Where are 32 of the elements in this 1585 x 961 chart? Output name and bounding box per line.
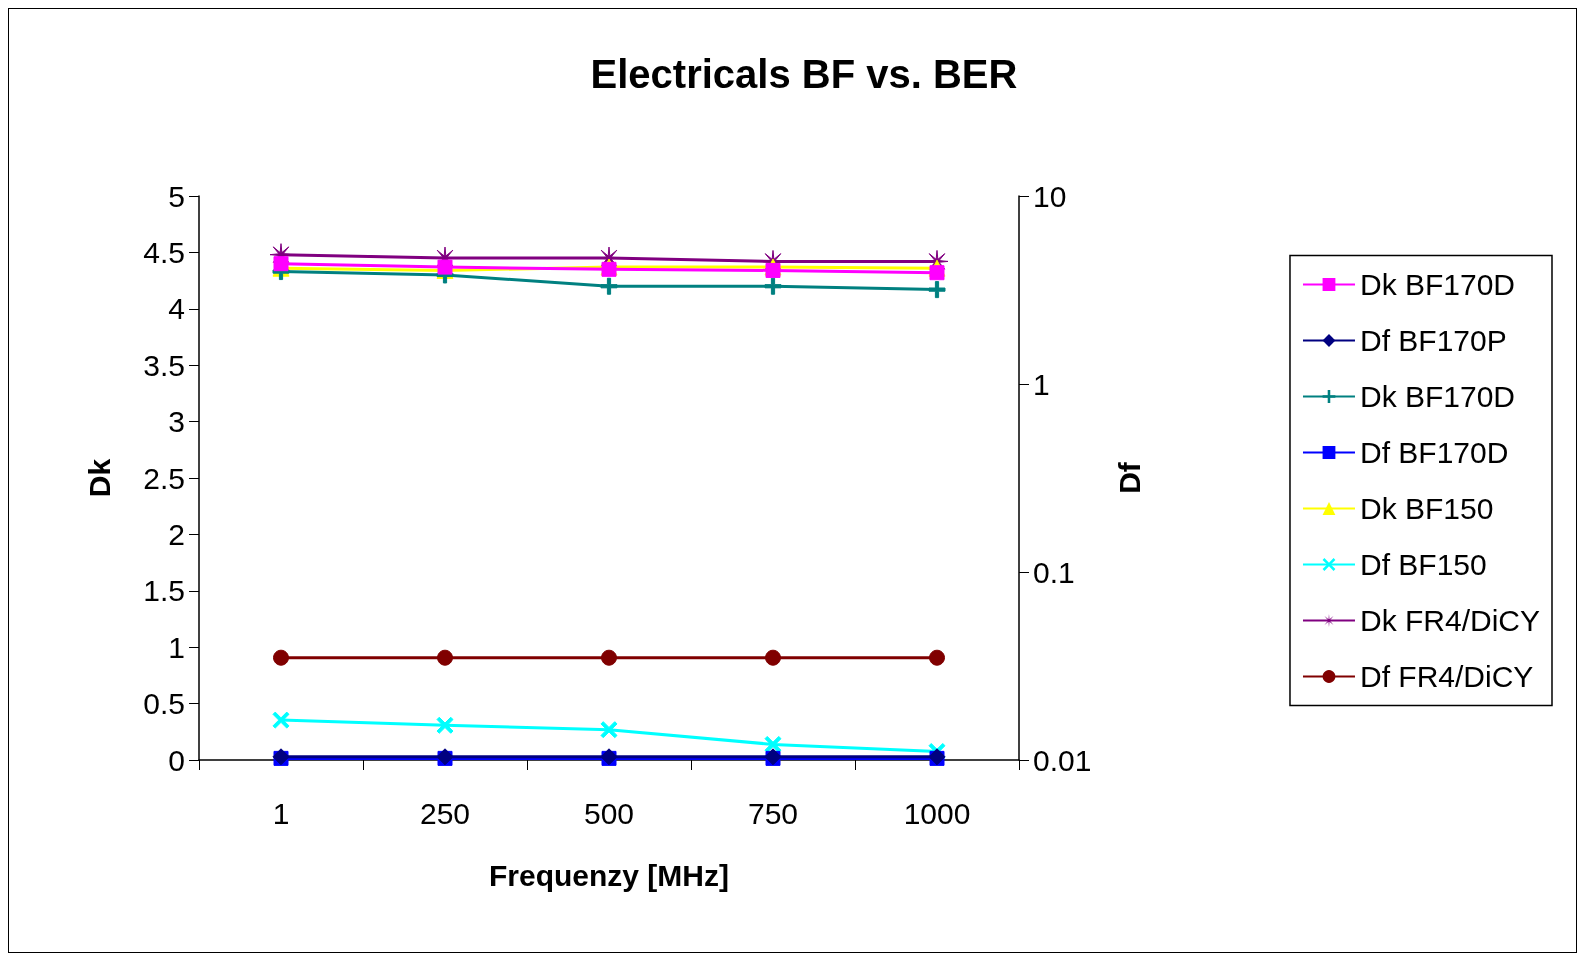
legend-label: Dk FR4/DiCY xyxy=(1359,604,1540,637)
y-axis-title: Dk xyxy=(82,458,116,498)
y-tick-label: 4 xyxy=(168,292,185,326)
legend-label: Dk BF170D xyxy=(1359,268,1516,301)
y2-tick-label: 10 xyxy=(1033,179,1067,213)
y2-tick-label: 0.1 xyxy=(1033,555,1075,589)
legend-label: Df BF170P xyxy=(1359,324,1507,357)
x-tick-label: 1000 xyxy=(903,796,971,830)
y-tick-label: 3 xyxy=(168,405,185,439)
y-tick-label: 3.5 xyxy=(143,348,185,382)
x-tick-label: 250 xyxy=(419,796,471,830)
y-tick-label: 1.5 xyxy=(143,574,185,608)
y2-axis-title: Df xyxy=(1112,461,1146,494)
x-tick-label: 1 xyxy=(272,796,290,830)
legend-label: Dk BF150 xyxy=(1359,492,1494,525)
y-tick-label: 1 xyxy=(168,630,185,664)
legend-label: Df BF150 xyxy=(1359,548,1487,581)
y2-tick-label: 0.01 xyxy=(1033,743,1092,777)
y-tick-label: 0.5 xyxy=(143,687,185,721)
x-axis-title: Frequenzy [MHz] xyxy=(489,858,729,892)
y-tick-label: 0 xyxy=(168,743,185,777)
y2-tick-label: 1 xyxy=(1033,367,1050,401)
y-tick-label: 2.5 xyxy=(143,461,185,495)
y-tick-label: 2 xyxy=(168,517,185,551)
y-tick-label: 4.5 xyxy=(143,235,185,269)
x-tick-label: 750 xyxy=(747,796,799,830)
x-tick-label: 500 xyxy=(583,796,635,830)
legend-label: Dk BF170D xyxy=(1359,380,1516,413)
legend-label: Df FR4/DiCY xyxy=(1359,660,1534,693)
y-tick-label: 5 xyxy=(168,179,185,213)
legend-label: Df BF170D xyxy=(1359,436,1509,469)
chart-title: Electricals BF vs. BER xyxy=(590,52,1018,96)
